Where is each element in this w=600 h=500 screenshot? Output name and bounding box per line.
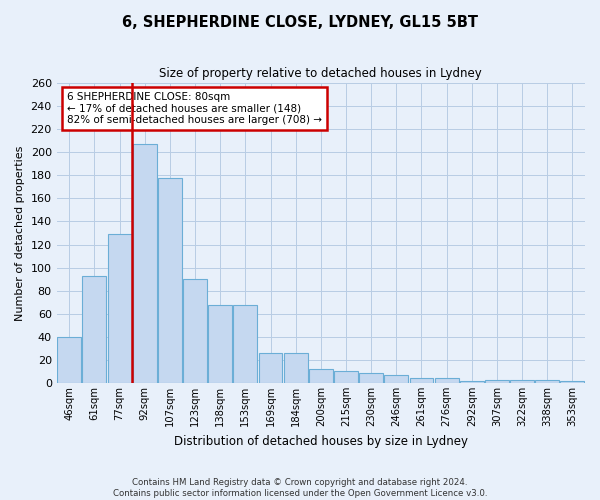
Bar [359,372,383,383]
Bar [57,337,81,383]
Bar [82,276,106,383]
Text: 6 SHEPHERDINE CLOSE: 80sqm
← 17% of detached houses are smaller (148)
82% of sem: 6 SHEPHERDINE CLOSE: 80sqm ← 17% of deta… [67,92,322,126]
Bar [133,144,157,383]
Bar [460,380,484,383]
Bar [259,353,283,383]
Y-axis label: Number of detached properties: Number of detached properties [15,146,25,320]
Bar [208,304,232,383]
Title: Size of property relative to detached houses in Lydney: Size of property relative to detached ho… [160,68,482,80]
Bar [535,380,559,383]
Bar [560,380,584,383]
Text: Contains HM Land Registry data © Crown copyright and database right 2024.
Contai: Contains HM Land Registry data © Crown c… [113,478,487,498]
Bar [510,380,534,383]
Bar [183,279,207,383]
Bar [284,353,308,383]
Bar [107,234,131,383]
Bar [233,304,257,383]
Bar [334,372,358,383]
Bar [434,378,458,383]
Bar [309,369,333,383]
Bar [385,375,408,383]
Bar [410,378,433,383]
Bar [485,380,509,383]
Text: 6, SHEPHERDINE CLOSE, LYDNEY, GL15 5BT: 6, SHEPHERDINE CLOSE, LYDNEY, GL15 5BT [122,15,478,30]
Bar [158,178,182,383]
X-axis label: Distribution of detached houses by size in Lydney: Distribution of detached houses by size … [174,434,468,448]
